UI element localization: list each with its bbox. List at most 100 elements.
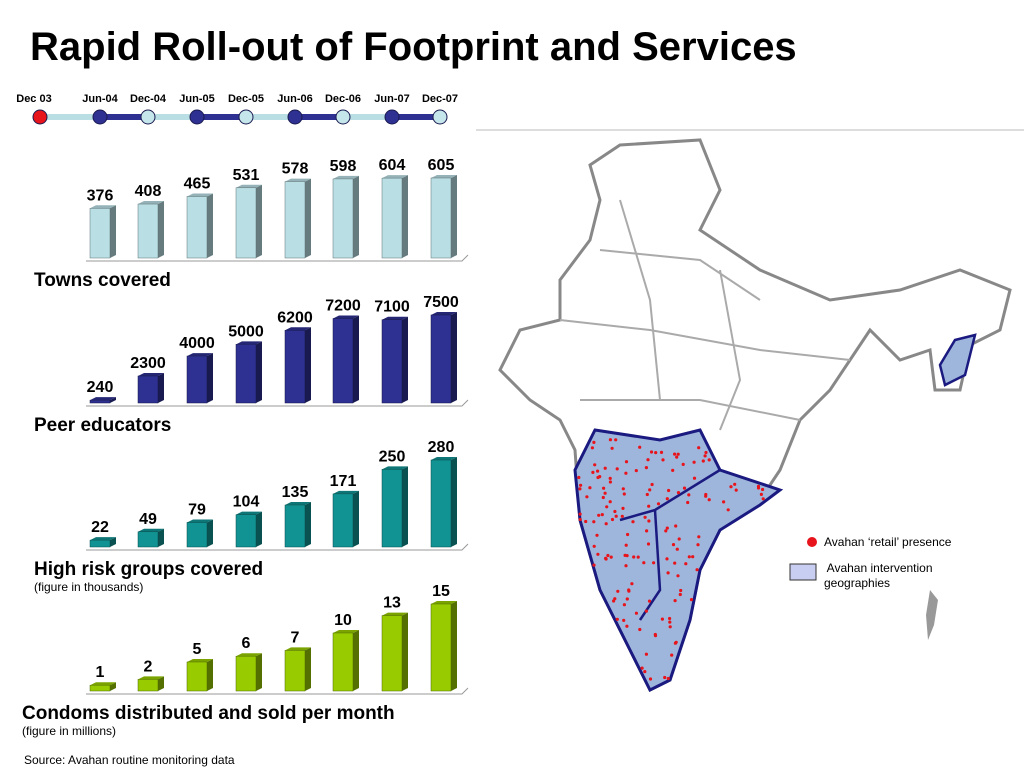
- bar-top: [90, 682, 116, 686]
- bar-top: [382, 612, 408, 616]
- bar-top: [431, 312, 457, 315]
- retail-dot: [601, 495, 605, 500]
- retail-dot: [605, 505, 609, 509]
- retail-dot: [597, 513, 601, 517]
- timeline-point: [189, 109, 205, 125]
- retail-dot: [653, 632, 657, 637]
- timeline-label: Jun-04: [82, 93, 118, 105]
- retail-dot: [761, 487, 765, 492]
- bar: [430, 603, 452, 692]
- timeline-point: [287, 109, 303, 125]
- retail-dot: [674, 524, 678, 528]
- timeline-point: [140, 109, 156, 125]
- bar-side: [451, 601, 457, 691]
- bar: [89, 684, 111, 692]
- bar: [284, 650, 306, 692]
- retail-dot: [588, 486, 592, 490]
- bar: [137, 375, 159, 404]
- bar-side: [207, 193, 213, 258]
- northeast-region: [938, 333, 977, 387]
- retail-dot: [585, 495, 589, 499]
- bar-side: [402, 612, 408, 691]
- retail-dot: [642, 561, 646, 565]
- bar: [137, 203, 159, 259]
- retail-dot: [627, 589, 631, 593]
- retail-dot: [622, 618, 626, 623]
- retail-dot: [623, 553, 627, 558]
- retail-dot: [592, 544, 596, 548]
- retail-dot: [668, 625, 672, 629]
- retail-dot: [673, 561, 677, 565]
- chart-floor: [86, 399, 469, 407]
- retail-dot: [664, 529, 668, 533]
- retail-dot: [610, 517, 615, 522]
- timeline-point: [335, 109, 351, 125]
- bar-side: [110, 682, 116, 691]
- retail-dot: [667, 488, 671, 493]
- data-label: 280: [428, 439, 455, 456]
- retail-dot: [624, 471, 628, 475]
- bar: [235, 514, 257, 548]
- retail-dot: [687, 555, 691, 559]
- data-label: 5000: [228, 323, 264, 340]
- retail-dot: [613, 597, 617, 601]
- retail-dot: [671, 468, 675, 472]
- data-label: 2300: [130, 355, 166, 372]
- timeline-label: Dec-06: [325, 93, 361, 105]
- data-label: 79: [188, 501, 206, 518]
- bar-side: [402, 316, 408, 403]
- retail-dot: [687, 493, 691, 497]
- bar-top: [285, 327, 311, 331]
- retail-dot: [608, 438, 613, 442]
- chart-subtitle: (figure in thousands): [34, 580, 143, 594]
- retail-dot: [670, 653, 674, 657]
- data-label: 7200: [325, 298, 361, 315]
- retail-dot: [634, 469, 638, 473]
- retail-dot: [654, 451, 658, 455]
- retail-dot: [707, 458, 711, 462]
- retail-dot: [644, 466, 649, 470]
- retail-dot: [665, 497, 669, 501]
- bar-top: [138, 201, 164, 205]
- bar-side: [158, 201, 164, 258]
- islands: [926, 590, 938, 640]
- retail-dot: [645, 492, 649, 497]
- data-label: 531: [233, 167, 260, 184]
- retail-dot: [686, 500, 690, 505]
- retail-dot: [676, 452, 680, 456]
- retail-dot: [677, 537, 681, 541]
- retail-dot: [622, 603, 627, 607]
- retail-dot: [648, 488, 652, 492]
- bar: [186, 196, 208, 259]
- state-borders: [619, 468, 721, 621]
- data-label: 10: [334, 612, 352, 629]
- retail-dot: [649, 450, 654, 454]
- data-label: 15: [432, 583, 450, 600]
- retail-dot: [610, 446, 614, 450]
- retail-dot: [606, 553, 610, 558]
- retail-dot: [759, 492, 764, 496]
- retail-dot: [673, 599, 677, 603]
- retail-dot: [602, 486, 606, 490]
- bar: [186, 661, 208, 692]
- retail-dot: [596, 552, 600, 556]
- retail-dot: [603, 466, 607, 470]
- bar-top: [333, 490, 359, 494]
- retail-dot: [674, 640, 678, 644]
- retail-dot: [591, 470, 595, 474]
- retail-dot: [634, 611, 639, 615]
- retail-dot: [704, 494, 708, 498]
- retail-dot: [608, 480, 613, 484]
- bar-side: [353, 315, 359, 403]
- timeline-label: Dec-04: [130, 93, 167, 105]
- retail-dot: [622, 492, 626, 496]
- retail-dot: [596, 469, 600, 473]
- data-label: 598: [330, 158, 357, 175]
- bar-side: [451, 457, 457, 547]
- retail-dot: [615, 617, 619, 621]
- bar: [186, 522, 208, 548]
- data-label: 605: [428, 157, 455, 174]
- bar-top: [138, 373, 164, 377]
- timeline-label: Dec-07: [422, 93, 458, 105]
